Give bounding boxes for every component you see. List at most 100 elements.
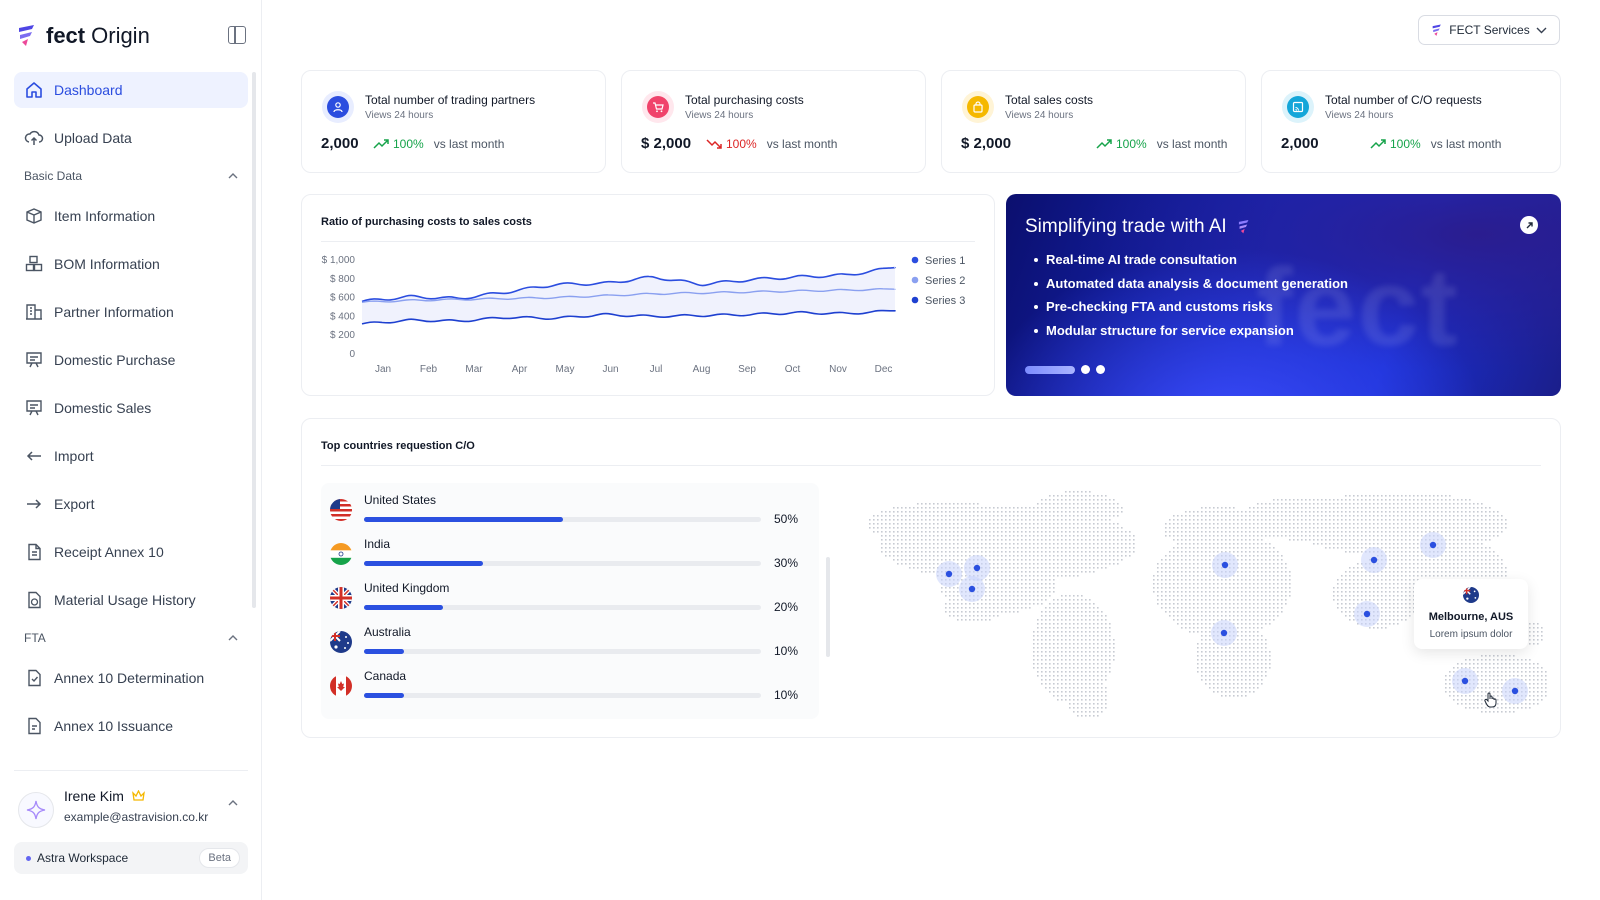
sidebar-item-label: Import [54,448,94,464]
country-percent: 20% [774,600,799,614]
sidebar-item-item-information[interactable]: Item Information [14,198,248,234]
map-marker[interactable] [973,564,981,572]
stat-value: $ 2,000 [961,135,1012,152]
chart-title: Ratio of purchasing costs to sales costs [321,216,532,228]
crown-icon [131,789,145,801]
promo-bullet: Pre-checking FTA and customs risks [1034,299,1348,323]
promo-bullet: Real-time AI trade consultation [1034,252,1348,276]
legend-label[interactable]: Series 1 [925,255,965,267]
country-name: United Kingdom [364,581,450,595]
map-marker[interactable] [1220,629,1228,637]
chevron-up-icon[interactable] [228,800,238,806]
country-row-united-states[interactable]: United States 50% [321,487,819,531]
nav-section-basic-data[interactable]: Basic Data [14,166,248,186]
country-percent: 50% [774,512,799,526]
map-marker[interactable] [1429,541,1437,549]
country-name: India [364,537,391,551]
trend-percent: 100% [726,137,757,151]
country-row-united-kingdom[interactable]: United Kingdom 20% [321,575,819,619]
country-name: Canada [364,669,407,683]
user-profile[interactable]: Irene Kim example@astravision.co.kr [18,788,244,832]
countries-card: Top countries requestion C/O United Stat… [301,418,1561,738]
building-icon [26,304,42,320]
sidebar-item-annex-10-issuance[interactable]: Annex 10 Issuance [14,708,248,744]
nav-section-fta[interactable]: FTA [14,628,248,648]
services-label: FECT Services [1449,23,1530,37]
chart-card: Ratio of purchasing costs to sales costs… [301,194,995,396]
country-list: United States 50% India 30% United Kingd… [321,483,830,719]
carousel-dot[interactable] [1096,365,1105,374]
shopping-bag-icon [973,101,983,113]
document-issue-icon [28,717,41,735]
carousel-dot-active[interactable] [1025,365,1075,374]
stat-card-trading-partners[interactable]: Total number of trading partners Views 2… [301,70,606,173]
stat-title: Total purchasing costs [685,93,804,107]
stat-card-co-requests[interactable]: Total number of C/O requests Views 24 ho… [1261,70,1561,173]
country-name: United States [364,493,437,507]
sidebar-item-annex-10-determination[interactable]: Annex 10 Determination [14,660,248,696]
country-name: Australia [364,625,411,639]
map-marker[interactable] [1461,677,1469,685]
y-tick-label: $ 800 [330,274,355,285]
sidebar-item-domestic-sales[interactable]: Domestic Sales [14,390,248,426]
x-tick-label: Dec [875,364,893,375]
progress-track [364,649,761,654]
x-tick-label: Aug [693,364,711,375]
stat-card-sales-costs[interactable]: Total sales costs Views 24 hours $ 2,000… [941,70,1246,173]
sidebar-item-receipt-annex-10[interactable]: Receipt Annex 10 [14,534,248,570]
fect-logo-icon [1432,24,1442,36]
sidebar-collapse-icon[interactable] [228,26,246,44]
sidebar-item-dashboard[interactable]: Dashboard [14,72,248,108]
sidebar-item-bom-information[interactable]: BOM Information [14,246,248,282]
open-link-button[interactable] [1520,216,1538,234]
us-flag-icon [330,499,352,521]
sidebar-item-material-usage-history[interactable]: Material Usage History [14,582,248,618]
sidebar-item-upload-data[interactable]: Upload Data [14,120,248,156]
brand-logo[interactable]: fect Origin [16,20,150,52]
fect-logo-icon [1238,220,1249,234]
series-line-2[interactable] [361,287,896,303]
stat-card-purchasing-costs[interactable]: Total purchasing costs Views 24 hours $ … [621,70,926,173]
series-line-1[interactable] [361,266,896,303]
chevron-up-icon [228,173,238,179]
map-marker[interactable] [1511,687,1519,695]
map-marker[interactable] [1370,556,1378,564]
fect-services-dropdown[interactable]: FECT Services [1418,15,1560,45]
carousel-dot[interactable] [1081,365,1090,374]
x-tick-label: Jun [602,364,618,375]
sidebar-item-import[interactable]: Import [14,438,248,474]
map-marker[interactable] [945,570,953,578]
country-percent: 10% [774,644,799,658]
promo-bullet: Automated data analysis & document gener… [1034,276,1348,300]
country-row-canada[interactable]: Canada 10% [321,663,819,707]
map-marker[interactable] [1363,610,1371,618]
country-list-scrollbar[interactable] [826,557,830,657]
user-group-icon [333,102,343,113]
stat-icon-bg [322,91,354,123]
sidebar-scrollbar[interactable] [252,72,256,608]
trend-up-icon [1370,139,1386,149]
cast-icon [1292,101,1304,113]
sidebar-item-export[interactable]: Export [14,486,248,522]
series-line-3[interactable] [361,309,896,325]
line-chart[interactable]: 0 $ 200 $ 400 $ 600 $ 800 $ 1,000 Jan Feb Mar Apr… [302,195,996,397]
stat-trend: 100% vs last month [1096,137,1227,151]
legend-label[interactable]: Series 3 [925,295,965,307]
tooltip-description: Lorem ipsum dolor [1429,629,1513,640]
stat-trend: 100% vs last month [373,137,504,151]
map-marker[interactable] [1221,561,1229,569]
sidebar: fect Origin Dashboard Upload Data Basic D… [0,0,262,900]
sidebar-item-domestic-purchase[interactable]: Domestic Purchase [14,342,248,378]
workspace-switcher[interactable]: Astra Workspace Beta [14,842,248,874]
stat-trend: 100% vs last month [706,137,837,151]
chevron-up-icon [228,635,238,641]
map-marker[interactable] [968,585,976,593]
legend-label[interactable]: Series 2 [925,275,965,287]
stat-subtitle: Views 24 hours [1325,110,1394,121]
country-row-india[interactable]: India 30% [321,531,819,575]
promo-banner[interactable]: fect Simplifying trade with AI Real-time… [1006,194,1561,396]
country-row-australia[interactable]: Australia 10% [321,619,819,663]
stat-title: Total number of trading partners [365,93,536,107]
sidebar-item-partner-information[interactable]: Partner Information [14,294,248,330]
sidebar-item-label: Receipt Annex 10 [54,544,164,560]
